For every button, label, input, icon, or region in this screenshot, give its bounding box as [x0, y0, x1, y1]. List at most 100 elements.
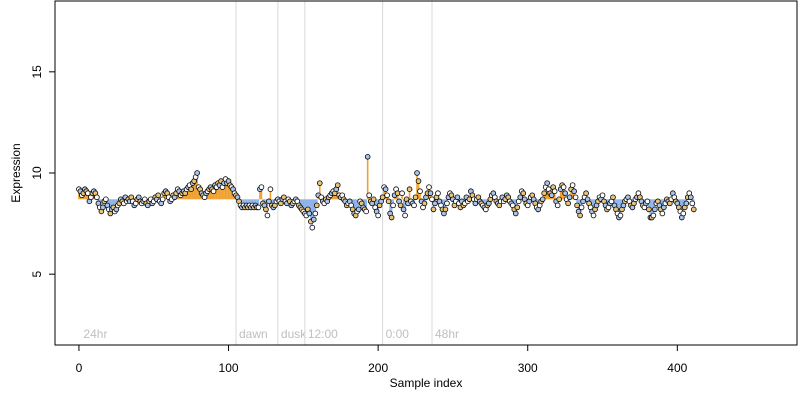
data-point — [388, 214, 395, 221]
data-point — [382, 186, 389, 192]
data-point — [517, 194, 524, 201]
data-point — [599, 192, 606, 199]
data-point — [554, 202, 561, 209]
data-point — [309, 224, 316, 231]
data-point — [402, 212, 408, 219]
data-point — [683, 200, 690, 207]
data-point — [100, 204, 106, 211]
y-axis-label: Expression — [9, 143, 23, 202]
data-point — [103, 196, 109, 203]
data-point — [155, 192, 162, 199]
data-point — [572, 194, 579, 201]
data-point — [430, 206, 437, 213]
x-tick-label: 400 — [667, 361, 687, 375]
x-axis-label: Sample index — [390, 376, 463, 390]
data-point — [400, 206, 407, 213]
x-tick-label: 0 — [76, 361, 83, 375]
data-point — [397, 202, 404, 209]
data-point — [583, 190, 589, 197]
data-point — [194, 170, 200, 176]
data-point — [644, 198, 651, 205]
data-point — [94, 194, 100, 201]
region-start-label: 24hr — [83, 327, 107, 341]
data-point — [432, 200, 438, 207]
data-point — [210, 188, 217, 195]
y-tick-label: 5 — [30, 271, 44, 278]
deviation-bars — [78, 156, 695, 228]
data-point — [306, 210, 313, 217]
x-tick-label: 100 — [219, 361, 239, 375]
data-point — [355, 206, 362, 213]
data-point — [442, 206, 449, 213]
data-point — [610, 194, 616, 201]
data-point — [562, 190, 568, 197]
data-point — [590, 212, 597, 219]
data-point — [370, 196, 377, 203]
region-marker-label: dusk — [281, 327, 307, 341]
data-point — [258, 184, 265, 190]
data-point — [565, 200, 571, 207]
region-marker-label: 12:00 — [308, 327, 338, 341]
data-point — [454, 194, 461, 201]
data-point — [551, 188, 558, 195]
data-point — [375, 212, 381, 219]
data-point — [414, 170, 420, 176]
data-point — [520, 190, 527, 197]
data-point — [399, 190, 405, 197]
data-point — [569, 182, 576, 188]
data-point — [578, 204, 585, 211]
plot-frame — [54, 0, 798, 346]
data-point — [385, 198, 392, 205]
y-tick-label: 15 — [30, 65, 44, 79]
region-marker-label: 48hr — [435, 327, 459, 341]
data-point — [263, 206, 269, 213]
data-point — [577, 212, 583, 219]
data-point — [415, 178, 422, 184]
data-point — [512, 210, 519, 217]
data-point — [188, 186, 194, 192]
data-point — [334, 182, 341, 188]
data-point — [539, 196, 546, 203]
data-point — [266, 198, 272, 205]
region-marker-label: 0:00 — [386, 327, 410, 341]
data-point — [659, 210, 666, 217]
data-point — [379, 194, 386, 201]
data-point — [574, 202, 580, 209]
data-point — [426, 184, 432, 190]
data-point — [394, 190, 401, 197]
data-point — [390, 202, 396, 209]
data-point — [571, 188, 577, 195]
data-point — [566, 194, 573, 201]
data-point — [617, 212, 624, 219]
data-point — [421, 200, 428, 207]
data-point — [548, 192, 555, 199]
data-point — [689, 200, 696, 207]
data-point — [650, 212, 657, 219]
data-point — [313, 202, 320, 209]
data-point — [680, 210, 687, 217]
data-point — [687, 194, 694, 201]
y-tick-label: 10 — [30, 166, 44, 180]
data-point — [435, 190, 441, 197]
data-point — [429, 196, 435, 203]
data-point — [556, 196, 562, 203]
data-point — [159, 196, 166, 203]
data-point — [363, 208, 369, 215]
y-axis: 5 10 15 — [30, 65, 56, 278]
data-point — [646, 206, 652, 213]
data-point — [690, 206, 697, 213]
data-point — [366, 192, 372, 199]
x-tick-label: 300 — [518, 361, 538, 375]
data-point — [412, 194, 419, 201]
data-point — [544, 180, 550, 186]
data-point — [264, 212, 271, 219]
data-point — [427, 190, 434, 197]
data-point — [255, 204, 262, 211]
data-point — [514, 204, 521, 211]
data-point — [311, 216, 317, 223]
data-point — [267, 186, 274, 192]
data-point — [316, 180, 323, 186]
data-point — [417, 188, 423, 195]
data-point — [560, 184, 567, 190]
